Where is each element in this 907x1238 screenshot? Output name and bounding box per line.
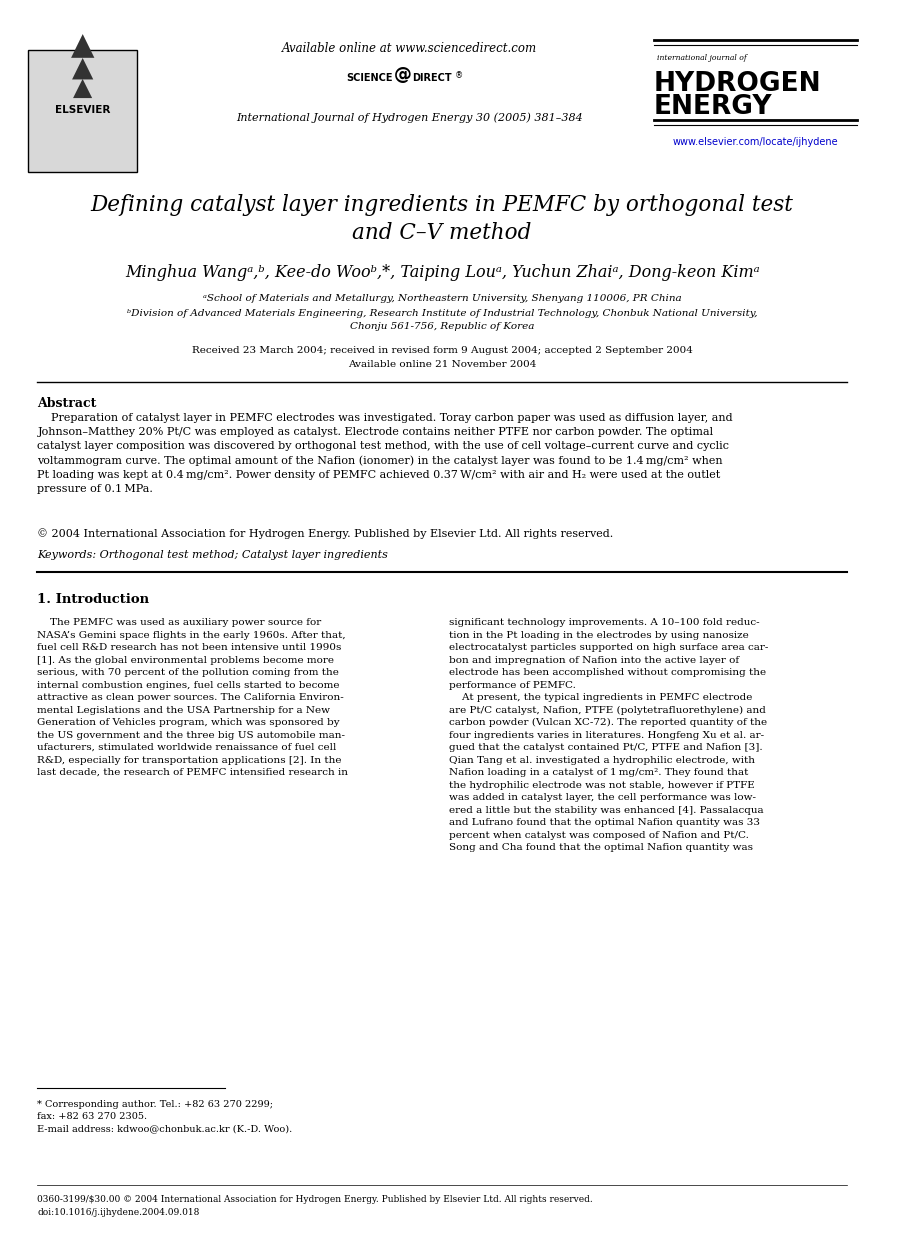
Text: doi:10.1016/j.ijhydene.2004.09.018: doi:10.1016/j.ijhydene.2004.09.018 — [37, 1208, 200, 1217]
Text: E-mail address: kdwoo@chonbuk.ac.kr (K.-D. Woo).: E-mail address: kdwoo@chonbuk.ac.kr (K.-… — [37, 1124, 293, 1133]
Text: Preparation of catalyst layer in PEMFC electrodes was investigated. Toray carbon: Preparation of catalyst layer in PEMFC e… — [37, 413, 733, 494]
Text: ®: ® — [454, 72, 463, 80]
Text: fax: +82 63 270 2305.: fax: +82 63 270 2305. — [37, 1112, 148, 1120]
Text: Received 23 March 2004; received in revised form 9 August 2004; accepted 2 Septe: Received 23 March 2004; received in revi… — [191, 345, 693, 354]
Bar — [28, 50, 137, 172]
Text: Minghua Wangᵃ,ᵇ, Kee-do Wooᵇ,*, Taiping Louᵃ, Yuchun Zhaiᵃ, Dong-keon Kimᵃ: Minghua Wangᵃ,ᵇ, Kee-do Wooᵇ,*, Taiping … — [125, 264, 759, 281]
Text: International Journal of Hydrogen Energy 30 (2005) 381–384: International Journal of Hydrogen Energy… — [237, 113, 583, 124]
Text: Available online at www.sciencedirect.com: Available online at www.sciencedirect.co… — [282, 42, 538, 54]
Text: www.elsevier.com/locate/ijhydene: www.elsevier.com/locate/ijhydene — [672, 137, 838, 147]
Text: 1. Introduction: 1. Introduction — [37, 593, 150, 605]
Text: The PEMFC was used as auxiliary power source for
NASA’s Gemini space flights in : The PEMFC was used as auxiliary power so… — [37, 618, 348, 777]
Text: @: @ — [395, 66, 412, 84]
Text: Defining catalyst layer ingredients in PEMFC by orthogonal test: Defining catalyst layer ingredients in P… — [91, 194, 794, 215]
Text: Available online 21 November 2004: Available online 21 November 2004 — [348, 359, 536, 369]
Text: Keywords: Orthogonal test method; Catalyst layer ingredients: Keywords: Orthogonal test method; Cataly… — [37, 550, 388, 560]
Text: ᵃSchool of Materials and Metallurgy, Northeastern University, Shenyang 110006, P: ᵃSchool of Materials and Metallurgy, Nor… — [203, 293, 681, 302]
Text: SCIENCE: SCIENCE — [346, 73, 393, 83]
Text: Abstract: Abstract — [37, 397, 97, 410]
Text: ▲: ▲ — [71, 31, 94, 59]
Text: ELSEVIER: ELSEVIER — [54, 105, 110, 115]
Text: HYDROGEN: HYDROGEN — [654, 71, 822, 97]
Text: DIRECT: DIRECT — [412, 73, 452, 83]
Text: ▲: ▲ — [72, 54, 93, 82]
Text: © 2004 International Association for Hydrogen Energy. Published by Elsevier Ltd.: © 2004 International Association for Hyd… — [37, 527, 614, 539]
Text: 0360-3199/$30.00 © 2004 International Association for Hydrogen Energy. Published: 0360-3199/$30.00 © 2004 International As… — [37, 1195, 593, 1205]
Text: ▲: ▲ — [73, 76, 92, 100]
Text: * Corresponding author. Tel.: +82 63 270 2299;: * Corresponding author. Tel.: +82 63 270… — [37, 1101, 273, 1109]
Text: ᵇDivision of Advanced Materials Engineering, Research Institute of Industrial Te: ᵇDivision of Advanced Materials Engineer… — [127, 308, 757, 317]
Text: international journal of: international journal of — [657, 54, 746, 62]
Text: Chonju 561-756, Republic of Korea: Chonju 561-756, Republic of Korea — [350, 322, 534, 331]
Text: ENERGY: ENERGY — [654, 94, 773, 120]
Text: significant technology improvements. A 10–100 fold reduc-
tion in the Pt loading: significant technology improvements. A 1… — [449, 618, 768, 853]
Text: and C–V method: and C–V method — [353, 222, 532, 244]
